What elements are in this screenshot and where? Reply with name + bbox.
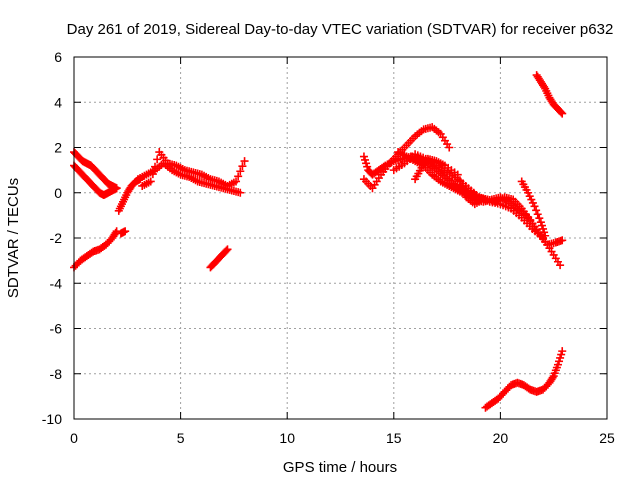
series-track-n bbox=[411, 154, 488, 209]
data-point bbox=[557, 108, 566, 117]
data-point bbox=[236, 188, 245, 197]
data-point bbox=[445, 143, 454, 152]
series-track-p bbox=[481, 347, 567, 412]
data-points bbox=[70, 71, 567, 412]
y-tick-label: 4 bbox=[54, 94, 62, 110]
series-track-a bbox=[70, 148, 121, 193]
data-point bbox=[455, 176, 464, 185]
data-point bbox=[535, 214, 544, 223]
y-tick-label: -10 bbox=[42, 411, 62, 427]
series-track-b bbox=[70, 161, 121, 200]
data-point bbox=[112, 227, 121, 236]
x-tick-label: 15 bbox=[386, 430, 402, 446]
series-track-j bbox=[359, 123, 454, 193]
data-point bbox=[460, 187, 469, 196]
data-point bbox=[223, 245, 232, 254]
y-tick-label: 6 bbox=[54, 49, 62, 65]
series-track-l bbox=[389, 150, 548, 242]
data-point bbox=[558, 347, 567, 356]
y-tick-label: 2 bbox=[54, 140, 62, 156]
data-point bbox=[148, 170, 157, 179]
data-point bbox=[479, 195, 488, 204]
data-point bbox=[222, 246, 231, 255]
axis-ticks: 0 5 10 15 20 25 -10 -8 -6 -4 -2 0 2 4 6 bbox=[42, 49, 615, 446]
data-point bbox=[533, 210, 542, 219]
data-point bbox=[558, 236, 567, 245]
y-axis-label: SDTVAR / TECUs bbox=[5, 178, 22, 298]
data-point bbox=[453, 170, 462, 179]
data-point bbox=[121, 227, 130, 236]
y-tick-label: -2 bbox=[50, 230, 63, 246]
x-tick-label: 10 bbox=[279, 430, 295, 446]
data-point bbox=[112, 184, 121, 193]
x-tick-label: 0 bbox=[70, 430, 78, 446]
x-tick-label: 20 bbox=[493, 430, 509, 446]
y-tick-label: -4 bbox=[50, 275, 63, 291]
y-tick-label: 0 bbox=[54, 185, 62, 201]
data-point bbox=[541, 231, 550, 240]
data-point bbox=[234, 172, 243, 181]
series-track-o bbox=[532, 71, 567, 118]
data-point bbox=[232, 177, 241, 186]
data-point bbox=[532, 206, 541, 215]
data-point bbox=[236, 167, 245, 176]
series-track-h bbox=[206, 245, 232, 272]
x-tick-label: 25 bbox=[599, 430, 615, 446]
data-point bbox=[240, 157, 249, 166]
chart-title: Day 261 of 2019, Sidereal Day-to-day VTE… bbox=[67, 21, 614, 38]
data-point bbox=[146, 177, 155, 186]
data-point bbox=[530, 202, 539, 211]
y-tick-label: -8 bbox=[50, 366, 63, 382]
data-point bbox=[153, 155, 162, 164]
y-tick-label: -6 bbox=[50, 321, 63, 337]
data-point bbox=[151, 162, 160, 171]
data-point bbox=[238, 162, 247, 171]
x-tick-label: 5 bbox=[177, 430, 185, 446]
data-point bbox=[556, 261, 565, 270]
x-axis-label: GPS time / hours bbox=[283, 459, 397, 476]
data-point bbox=[548, 373, 557, 382]
data-point bbox=[558, 109, 567, 118]
data-point bbox=[458, 181, 467, 190]
series-track-m bbox=[517, 177, 550, 240]
series-track-g bbox=[138, 148, 249, 190]
series-track-e bbox=[116, 227, 130, 238]
grid-lines bbox=[74, 57, 607, 419]
